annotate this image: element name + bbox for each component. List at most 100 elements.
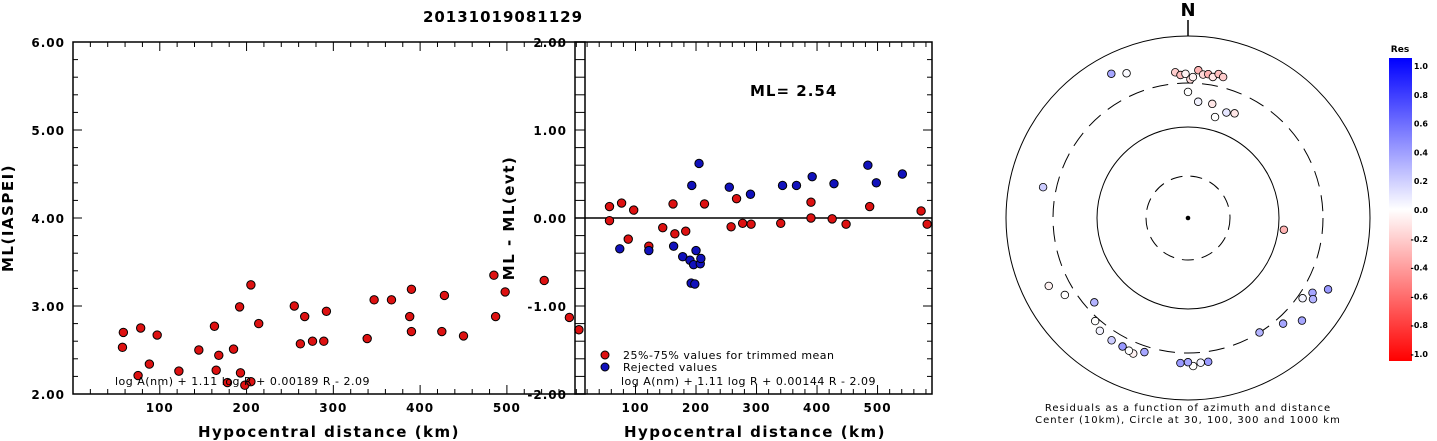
data-point [574,325,584,335]
colorbar-tick-label: -0.2 [1411,235,1429,244]
station-marker [1222,108,1231,117]
station-marker [1095,326,1105,336]
colorbar-tick-label: -1.0 [1411,350,1429,359]
colorbar-tick-label: -0.8 [1411,321,1429,330]
data-point [211,365,221,375]
data-point [369,295,379,305]
y-tick-label: 5.00 [31,124,65,138]
station-marker [1140,347,1149,357]
station-marker [1107,69,1116,78]
y-tick-label: 3.00 [31,300,65,314]
data-point [307,336,318,346]
north-label: N [1180,0,1195,21]
rejected-point [615,244,625,254]
ring-300km [1052,82,1324,354]
accepted-point [604,201,615,212]
station-marker [1323,285,1333,294]
caption-line-2: Center (10km), Circle at 30, 100, 300 an… [1035,415,1341,426]
y-tick-label: -2.00 [527,388,567,402]
accepted-point [670,229,680,239]
caption-line-1: Residuals as a function of azimuth and d… [1045,403,1331,414]
data-point [117,342,128,353]
data-point [228,344,239,354]
residual-colorbar: Res 1.0 0.8 0.6 0.4 0.2 0.0 -0.2 -0.4 -0.6 -0.8 -1… [1389,45,1428,361]
accepted-point [668,199,678,209]
rejected-point [807,171,817,182]
rejected-point [644,245,654,256]
accepted-point [681,226,691,236]
rejected-point [829,178,839,189]
accepted-point [916,206,926,216]
x-tick-label: 200 [682,401,710,415]
station-marker [1230,109,1239,118]
station-marker [1278,319,1288,328]
station-marker [1122,69,1131,78]
x-tick-label: 400 [803,401,831,415]
rejected-point [690,279,700,289]
data-point [300,311,310,322]
station-marker [1118,342,1127,351]
rejected-point [696,253,706,264]
accepted-point [746,219,756,229]
x-tick-label: 300 [742,401,770,415]
x-tick-label: 500 [493,401,521,415]
accepted-point [623,234,633,244]
rejected-point [777,180,788,191]
y-tick-label: 4.00 [31,212,65,226]
data-point [133,370,143,381]
x-tick-label: 200 [233,401,261,415]
accepted-point [628,205,639,215]
tick-marks [575,41,932,395]
station-marker [1060,290,1070,300]
x-axis-label: Hypocentral distance (km) [198,423,460,441]
accepted-point [806,197,816,207]
data-point [500,287,510,297]
x-tick-label: 400 [406,401,434,415]
event-center [1185,215,1191,221]
tick-marks [73,41,585,395]
figure-title: 20131019081129 [423,8,583,26]
station-marker [1297,316,1307,325]
data-point [489,270,499,280]
station-marker [1188,72,1198,82]
accepted-point [864,201,875,212]
accepted-point [726,222,736,232]
station-marker [1196,358,1205,367]
accepted-point [776,218,786,228]
data-point [194,345,204,355]
data-point [144,359,155,369]
data-point [405,311,415,322]
residual-vs-distance-chart: 100 200 300 400 500 -2.00 -1.00 0.00 1.00 2.00 M… [500,36,933,441]
data-point [135,323,146,333]
x-tick-label: 500 [864,401,892,415]
station-marker [1218,72,1228,82]
station-marker [1183,87,1193,97]
rejected-point [668,241,679,251]
data-point [295,339,306,349]
legend: 25%-75% values for trimmed mean Rejected… [600,349,834,374]
station-marker [1090,298,1099,307]
ring-1000km [1005,35,1371,401]
data-point [539,275,549,286]
ring-100km [1096,126,1280,310]
colorbar-gradient [1389,58,1412,361]
colorbar-tick-label: 0.6 [1414,120,1429,129]
accepted-point [604,215,615,226]
colorbar-tick-label: 0.0 [1414,206,1429,215]
station-marker [1298,294,1307,303]
rejected-point [691,245,701,256]
accepted-point [737,218,748,228]
data-point [439,290,450,301]
data-point [214,350,224,360]
station-marker [1279,225,1289,234]
data-point [321,306,332,316]
colorbar-tick-labels: 1.0 0.8 0.6 0.4 0.2 0.0 -0.2 -0.4 -0.6 -0.8 -1.0 [1411,62,1429,359]
station-marker [1038,183,1048,192]
colorbar-tick-label: 0.2 [1414,177,1428,186]
data-point [437,326,447,337]
y-tick-label: 2.00 [533,36,567,50]
station-marker [1044,281,1053,291]
data-point [235,368,246,378]
rejected-point [687,180,697,191]
